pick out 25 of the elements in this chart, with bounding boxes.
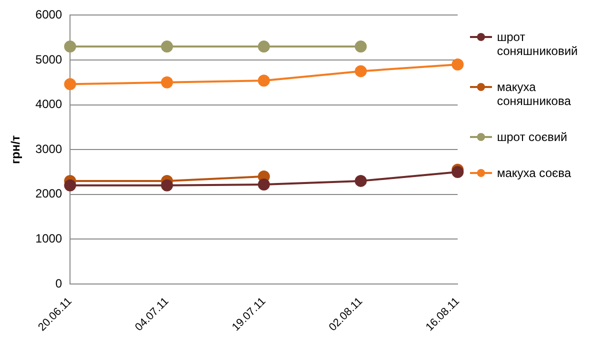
y-tick-label: 2000 <box>35 186 62 201</box>
legend-label: шрот соняшниковий <box>497 30 579 58</box>
point <box>160 76 173 88</box>
point <box>258 40 270 53</box>
point <box>160 179 173 192</box>
y-tick-label: 6000 <box>35 8 62 22</box>
point <box>64 179 76 192</box>
y-tick-label: 0 <box>55 276 62 290</box>
point <box>64 40 76 53</box>
point <box>160 40 173 53</box>
point <box>64 78 76 90</box>
point <box>258 178 270 191</box>
legend-label: шрот соєвий <box>497 130 568 144</box>
point <box>452 58 464 70</box>
y-tick-label: 5000 <box>35 52 62 66</box>
y-tick-label: 4000 <box>35 97 62 112</box>
point <box>354 65 367 78</box>
legend-label: макуха соєва <box>497 166 572 180</box>
y-axis-title: грн/т <box>8 135 23 164</box>
point <box>354 174 367 187</box>
point <box>354 40 367 53</box>
y-tick-label: 3000 <box>35 142 62 156</box>
legend-label: макуха соняшникова <box>497 80 572 108</box>
y-tick-label: 1000 <box>35 231 62 246</box>
point <box>258 74 270 87</box>
